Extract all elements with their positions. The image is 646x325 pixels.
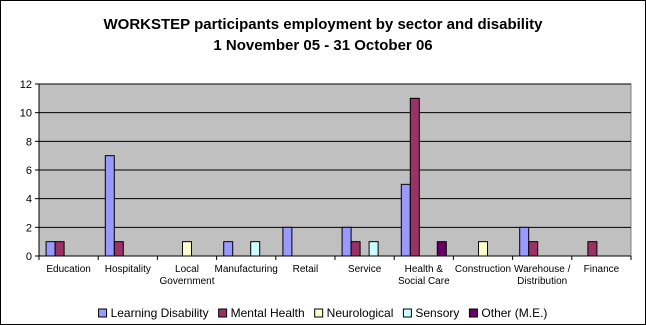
bar — [437, 242, 446, 256]
legend-swatch — [403, 309, 411, 317]
legend-label: Learning Disability — [111, 306, 209, 320]
bar — [46, 242, 55, 256]
bar — [105, 156, 114, 256]
x-tick-label: Health & — [405, 264, 444, 275]
legend-label: Other (M.E.) — [481, 306, 547, 320]
y-tick-label: 6 — [26, 165, 32, 177]
x-tick-label: Government — [159, 276, 214, 287]
x-tick-label: Service — [348, 264, 382, 275]
bar — [283, 227, 292, 256]
y-tick-label: 0 — [26, 251, 32, 263]
legend-swatch — [469, 309, 477, 317]
bar — [251, 242, 260, 256]
y-tick-label: 8 — [26, 136, 32, 148]
bar — [410, 98, 419, 256]
x-tick-label: Construction — [455, 264, 511, 275]
x-tick-label: Distribution — [517, 276, 567, 287]
y-tick-label: 2 — [26, 222, 32, 234]
x-tick-label: Education — [46, 264, 90, 275]
legend-label: Mental Health — [231, 306, 305, 320]
legend-label: Sensory — [415, 306, 459, 320]
bar — [529, 242, 538, 256]
bar — [369, 242, 378, 256]
x-tick-label: Manufacturing — [215, 264, 278, 275]
x-tick-label: Retail — [293, 264, 319, 275]
y-tick-label: 10 — [20, 108, 32, 120]
y-tick-label: 12 — [20, 79, 32, 91]
legend-swatch — [99, 309, 107, 317]
bar — [588, 242, 597, 256]
bar — [342, 227, 351, 256]
bar — [183, 242, 192, 256]
x-tick-label: Local — [175, 264, 199, 275]
legend-swatch — [315, 309, 323, 317]
bar — [114, 242, 123, 256]
x-tick-label: Finance — [584, 264, 620, 275]
x-tick-label: Social Care — [398, 276, 450, 287]
bar — [520, 227, 529, 256]
bar — [55, 242, 64, 256]
bar — [401, 184, 410, 256]
y-tick-label: 4 — [26, 194, 32, 206]
x-tick-label: Hospitality — [105, 264, 151, 275]
legend-label: Neurological — [327, 306, 394, 320]
bar — [479, 242, 488, 256]
bar — [224, 242, 233, 256]
x-tick-label: Warehouse / — [514, 264, 571, 275]
legend-swatch — [219, 309, 227, 317]
bar — [351, 242, 360, 256]
